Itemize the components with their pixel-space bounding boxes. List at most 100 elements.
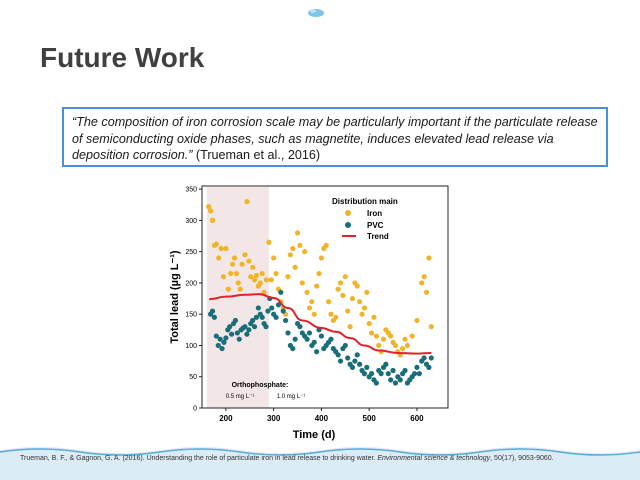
point-iron	[273, 270, 279, 277]
point-iron	[361, 305, 368, 311]
x-tick-label: 500	[363, 414, 377, 423]
point-iron	[333, 314, 339, 320]
point-pvc	[411, 371, 418, 377]
point-pvc	[311, 339, 317, 345]
point-iron	[373, 333, 379, 339]
point-pvc	[345, 355, 351, 361]
point-pvc	[259, 314, 265, 320]
point-iron	[266, 239, 272, 245]
point-pvc	[402, 367, 408, 374]
x-axis-label: Time (d)	[293, 429, 336, 441]
point-pvc	[414, 364, 420, 370]
point-pvc	[285, 330, 291, 336]
legend-label-trend: Trend	[367, 232, 389, 241]
annotation-right: 1.0 mg L⁻¹	[277, 394, 306, 400]
point-iron	[325, 299, 332, 305]
point-pvc	[234, 330, 240, 336]
footer-wave	[0, 447, 640, 480]
legend-marker-pvc	[345, 222, 351, 228]
y-tick-label: 250	[185, 249, 197, 256]
quote-box: “The composition of iron corrosion scale…	[62, 107, 608, 167]
point-iron	[347, 324, 353, 330]
point-iron	[292, 264, 298, 270]
point-pvc	[250, 317, 256, 324]
point-iron	[259, 270, 265, 277]
point-pvc	[306, 330, 313, 336]
point-iron	[229, 261, 236, 267]
point-iron	[257, 280, 263, 286]
point-iron	[242, 252, 248, 258]
point-pvc	[217, 336, 223, 342]
point-pvc	[269, 305, 275, 311]
point-pvc	[244, 331, 250, 337]
point-iron	[304, 289, 310, 295]
point-iron	[318, 255, 325, 261]
point-pvc	[251, 324, 258, 330]
point-iron	[268, 277, 274, 283]
point-pvc	[428, 355, 434, 361]
point-iron	[380, 336, 387, 342]
point-iron	[237, 286, 243, 292]
point-pvc	[253, 314, 260, 320]
point-iron	[340, 292, 346, 299]
x-tick-label: 400	[315, 414, 329, 423]
point-iron	[364, 289, 370, 295]
point-iron	[426, 255, 432, 261]
lead-release-chart: 0 50 100 150 200 250 300 350 200 300 400 500 600 To…	[169, 185, 449, 441]
point-pvc	[373, 380, 379, 386]
point-iron	[337, 280, 344, 286]
point-pvc	[255, 305, 261, 311]
point-iron	[402, 336, 408, 342]
point-iron	[349, 295, 356, 302]
point-iron	[335, 286, 341, 292]
point-iron	[251, 277, 258, 283]
point-pvc	[357, 361, 363, 367]
point-iron	[311, 311, 317, 317]
point-pvc	[282, 317, 289, 324]
legend-title: Distribution main	[332, 197, 398, 206]
point-iron	[359, 311, 365, 317]
point-pvc	[209, 308, 216, 314]
point-pvc	[215, 342, 221, 349]
point-pvc	[342, 342, 348, 349]
point-iron	[409, 333, 415, 339]
point-pvc	[378, 371, 384, 377]
y-tick-label: 300	[185, 218, 197, 225]
point-iron	[328, 311, 334, 317]
x-tick-label: 300	[267, 414, 281, 423]
x-tick-label: 200	[219, 414, 233, 423]
point-iron	[248, 274, 254, 280]
point-iron	[225, 286, 231, 292]
point-iron	[231, 255, 238, 261]
point-iron	[376, 342, 382, 349]
point-iron	[423, 289, 430, 295]
point-pvc	[229, 331, 235, 337]
point-iron	[419, 280, 425, 286]
point-iron	[388, 333, 394, 339]
point-iron	[342, 274, 348, 280]
point-iron	[428, 324, 434, 330]
point-iron	[228, 270, 234, 277]
point-pvc	[390, 367, 396, 374]
point-iron	[297, 242, 303, 249]
point-iron	[357, 299, 363, 305]
point-iron	[302, 249, 308, 255]
point-iron	[290, 245, 296, 252]
point-iron	[316, 270, 322, 277]
point-pvc	[265, 308, 271, 314]
point-iron	[400, 345, 406, 352]
point-iron	[223, 245, 229, 252]
reference-authors: Trueman, B. F., & Gagnon, G. A. (2016). …	[20, 455, 378, 462]
y-tick-label: 350	[185, 187, 197, 194]
point-pvc	[385, 371, 391, 377]
point-iron	[253, 272, 260, 279]
point-iron	[207, 208, 214, 214]
point-pvc	[232, 317, 239, 324]
point-iron	[314, 283, 320, 289]
point-iron	[404, 342, 410, 349]
point-pvc	[337, 358, 344, 364]
point-pvc	[392, 380, 399, 386]
point-iron	[354, 283, 360, 289]
point-iron	[218, 245, 224, 252]
annotation-left: 0.5 mg L⁻¹	[226, 394, 255, 400]
